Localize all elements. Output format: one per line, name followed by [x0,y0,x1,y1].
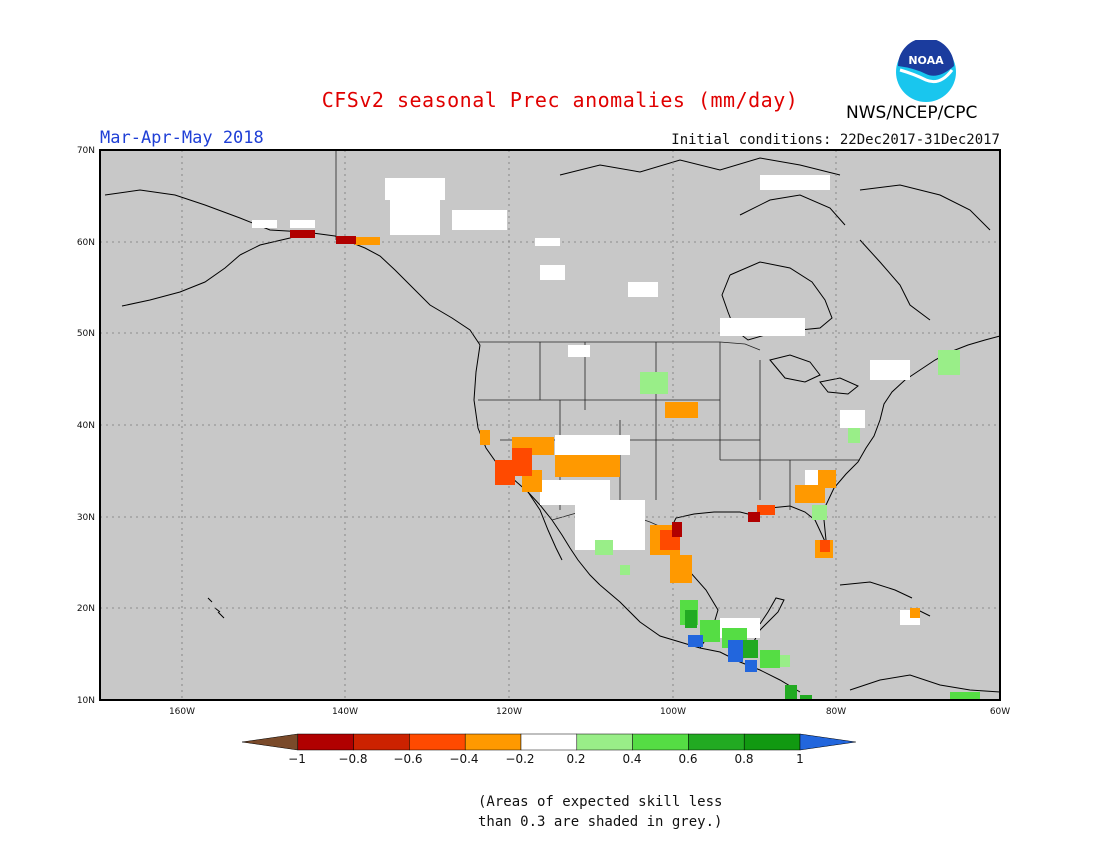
lat-label: 20N [77,604,95,614]
lat-label: 50N [77,329,95,339]
noaa-logo-text: NOAA [908,54,944,67]
lon-label: 120W [496,707,522,717]
longitude-labels: 160W 140W 120W 100W 80W 60W [169,707,1010,717]
skill-note: (Areas of expected skill less than 0.3 a… [478,792,722,832]
map-title: CFSv2 seasonal Prec anomalies (mm/day) [321,88,799,112]
initial-conditions: Initial conditions: 22Dec2017-31Dec2017 [671,132,1000,148]
latitude-labels: 70N 60N 50N 40N 30N 20N 10N [77,146,95,706]
lon-label: 80W [826,707,846,717]
agency-name: NWS/NCEP/CPC [846,103,978,123]
lat-label: 40N [77,421,95,431]
lon-label: 100W [660,707,686,717]
skill-note-line: than 0.3 are shaded in grey.) [478,814,723,830]
lon-label: 60W [990,707,1010,717]
skill-note-line: (Areas of expected skill less [478,794,723,810]
lat-label: 10N [77,696,95,706]
forecast-period: Mar-Apr-May 2018 [100,128,264,148]
map-frame [99,149,1001,701]
lon-label: 140W [332,707,358,717]
lon-label: 160W [169,707,195,717]
lat-label: 60N [77,238,95,248]
anomaly-patches [252,175,980,700]
noaa-logo: NOAA [896,40,956,102]
lat-label: 70N [77,146,95,156]
lat-label: 30N [77,513,95,523]
